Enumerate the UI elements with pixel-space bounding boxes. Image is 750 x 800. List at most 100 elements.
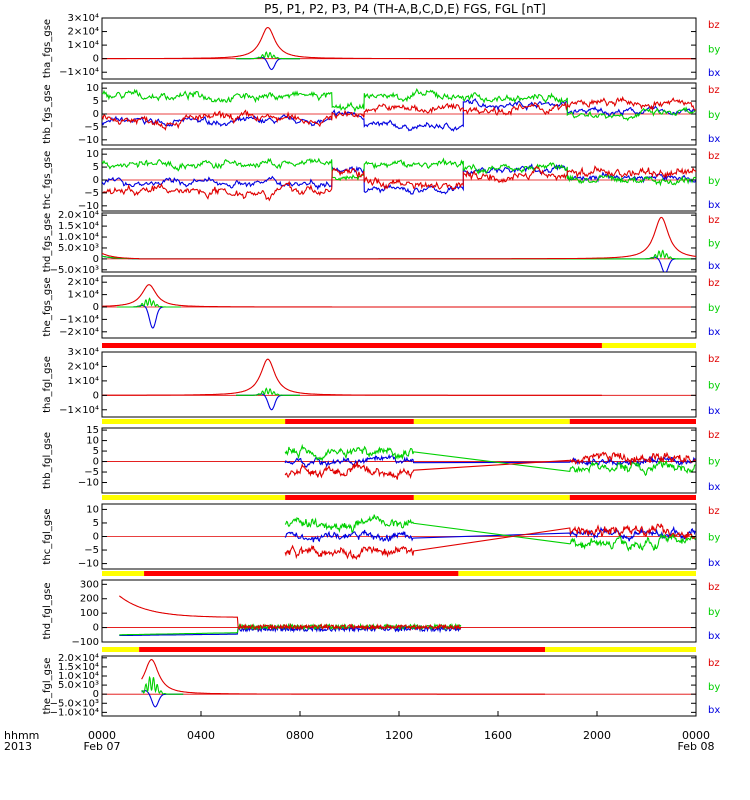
trace-by xyxy=(141,675,184,695)
panel-frame xyxy=(101,579,697,643)
status-bar-segment xyxy=(102,571,145,576)
trace-bz xyxy=(284,451,696,480)
trace-by xyxy=(102,88,696,122)
trace-bx xyxy=(284,453,696,468)
y-tick-label: −2×10⁴ xyxy=(59,327,99,338)
trace-bz xyxy=(102,216,696,260)
x-row-label-year: 2013 xyxy=(4,740,32,753)
trace-bz xyxy=(102,26,696,60)
y-tick-label: 0 xyxy=(93,302,99,313)
trace-bx xyxy=(236,393,300,411)
y-tick-label: 3×10⁴ xyxy=(68,13,99,24)
y-tick-label: −5 xyxy=(84,122,99,133)
y-tick-label: 2×10⁴ xyxy=(68,277,99,288)
panel-frame xyxy=(101,212,697,273)
legend-by: by xyxy=(708,239,720,250)
legend-by: by xyxy=(708,110,720,121)
trace-by xyxy=(236,51,300,60)
legend-bz: bz xyxy=(708,354,720,365)
status-bar-segment xyxy=(285,419,414,424)
y-tick-label: −1×10⁴ xyxy=(59,67,99,78)
y-axis-label: the_fgl_gse xyxy=(42,658,53,715)
status-bar-segment xyxy=(545,647,696,652)
y-tick-label: 5 xyxy=(93,446,99,457)
panel-traces xyxy=(102,26,696,71)
trace-by xyxy=(284,514,696,552)
trace-by xyxy=(119,622,462,636)
legend-bx: bx xyxy=(708,406,720,417)
y-tick-label: 2×10⁴ xyxy=(68,361,99,372)
trace-bz xyxy=(102,358,602,396)
legend-bx: bx xyxy=(708,68,720,79)
legend-bz: bz xyxy=(708,506,720,517)
chart-title: P5, P1, P2, P3, P4 (TH-A,B,C,D,E) FGS, F… xyxy=(264,2,546,16)
panel-traces xyxy=(102,284,696,329)
legend-bx: bx xyxy=(708,705,720,716)
status-bar-segment xyxy=(569,495,696,500)
x-axis: hhmm 2013 Feb 07 Feb 08 0000 0400 0800 1200… xyxy=(4,711,714,753)
y-tick-label: 5 xyxy=(93,96,99,107)
y-tick-label: 5.0×10³ xyxy=(58,680,99,691)
panel-traces xyxy=(119,595,462,637)
y-axis-label: thd_fgs_gse xyxy=(42,213,53,272)
y-tick-label: 0 xyxy=(93,54,99,65)
trace-bz xyxy=(119,595,462,632)
panel-thd_fgs_gse: 2.0×10⁴1.5×10⁴1.0×10⁴5.0×10³0−5.0×10³thd… xyxy=(42,210,720,276)
legend-bx: bx xyxy=(708,327,720,338)
y-tick-label: 1.5×10⁴ xyxy=(58,221,99,232)
y-axis-label: thc_fgl_gse xyxy=(42,508,53,564)
y-tick-label: 100 xyxy=(80,608,99,619)
y-tick-label: 0 xyxy=(93,532,99,543)
legend-by: by xyxy=(708,457,720,468)
y-axis-label: tha_fgl_gse xyxy=(42,356,53,413)
panel-thb_fgs_gse: 10 5 0 −5 −10 thb_fgs_gse bz by bx xyxy=(42,82,720,146)
y-tick-label: 0 xyxy=(93,689,99,700)
legend-bx: bx xyxy=(708,631,720,642)
status-bar-segment xyxy=(458,571,696,576)
trace-bz xyxy=(141,659,545,695)
trace-bx xyxy=(284,525,696,543)
legend-by: by xyxy=(708,303,720,314)
y-tick-label: −10 xyxy=(78,478,99,489)
status-bar-segment xyxy=(569,419,696,424)
trace-by xyxy=(116,297,181,308)
legend-bz: bz xyxy=(708,151,720,162)
y-tick-label: −1.0×10⁴ xyxy=(50,707,99,718)
legend-bz: bz xyxy=(708,85,720,96)
panel-frame xyxy=(101,351,697,418)
status-bar-segment xyxy=(413,495,570,500)
y-tick-label: 0 xyxy=(93,254,99,265)
panel-thd_fgl_gse: 300 200 100 0 −100 thd_fgl_gse bz by bx xyxy=(42,571,720,648)
y-tick-label: −1×10⁴ xyxy=(59,405,99,416)
panel-thc_fgs_gse: 10 5 0 −5 −10 thc_fgs_gse bz by bx xyxy=(42,148,720,212)
panel-traces xyxy=(102,216,696,272)
status-bar-segment xyxy=(413,419,570,424)
y-axis-label: tha_fgs_gse xyxy=(42,19,53,78)
y-tick-label: 1×10⁴ xyxy=(68,290,99,301)
y-tick-label: −5 xyxy=(84,467,99,478)
trace-bz xyxy=(102,165,696,202)
x-date-start: Feb 07 xyxy=(84,740,121,753)
status-bar-segment xyxy=(102,419,286,424)
y-tick-label: −10 xyxy=(78,559,99,570)
x-tick-label: 0800 xyxy=(286,729,314,742)
status-bar-segment xyxy=(102,343,602,348)
legend-by: by xyxy=(708,381,720,392)
panel-traces xyxy=(102,88,696,132)
panel-tha_fgs_gse: 3×10⁴ 2×10⁴ 1×10⁴ 0 −1×10⁴ tha_fgs_gse bz by bx xyxy=(42,13,720,80)
panel-thc_fgl_gse: 10 5 0 −5 −10 thc_fgl_gse bz by bx xyxy=(42,495,720,570)
y-tick-label: −5.0×10³ xyxy=(50,698,99,709)
status-bar-segment xyxy=(144,571,459,576)
panel-traces xyxy=(141,659,545,708)
legend-by: by xyxy=(708,682,720,693)
y-axis-label: the_fgs_gse xyxy=(42,277,53,336)
y-tick-label: 0 xyxy=(93,175,99,186)
y-axis-label: thc_fgs_gse xyxy=(42,151,53,210)
y-tick-label: 15 xyxy=(86,425,99,436)
y-tick-label: 300 xyxy=(80,579,99,590)
trace-by xyxy=(284,443,696,477)
status-bar-segment xyxy=(102,495,286,500)
y-tick-label: 1×10⁴ xyxy=(68,40,99,51)
